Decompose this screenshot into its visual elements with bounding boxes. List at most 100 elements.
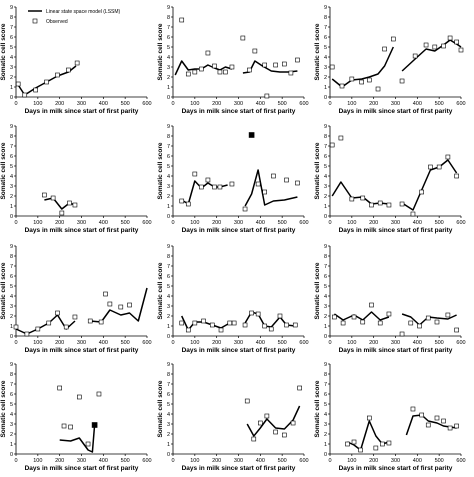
y-tick-label: 5 <box>167 402 170 408</box>
observed-point <box>242 322 248 328</box>
observed-point <box>72 314 78 320</box>
y-tick-label: 0 <box>167 334 170 340</box>
x-tick-label: 300 <box>77 220 86 226</box>
lssm-line <box>401 39 462 72</box>
observed-point <box>192 320 198 326</box>
x-tick-label: 600 <box>299 220 308 226</box>
y-tick-label: 1 <box>167 85 170 91</box>
x-tick-label: 600 <box>456 340 465 346</box>
x-tick-label: 300 <box>391 340 400 346</box>
observed-point <box>295 57 300 63</box>
x-tick-label: 200 <box>212 340 221 346</box>
observed-point <box>13 324 19 330</box>
observed-point <box>42 192 47 198</box>
observed-point <box>179 320 185 326</box>
y-tick-label: 7 <box>10 382 13 388</box>
observed-point <box>386 202 392 208</box>
x-tick-label: 200 <box>369 101 378 107</box>
observed-point <box>264 413 270 419</box>
observed-point <box>454 327 459 333</box>
x-tick-label: 100 <box>190 340 199 346</box>
observed-point <box>366 77 372 83</box>
x-tick-label: 600 <box>142 340 151 346</box>
y-tick-label: 4 <box>10 55 13 61</box>
y-axis-title: Somatic cell score <box>314 380 321 437</box>
observed-point <box>441 418 446 424</box>
observed-point <box>247 67 252 73</box>
y-tick-label: 9 <box>10 244 13 250</box>
x-tick-label: 400 <box>99 220 108 226</box>
y-tick-label: 3 <box>10 304 13 310</box>
y-tick-label: 2 <box>10 194 13 200</box>
y-tick-label: 1 <box>324 442 327 448</box>
observed-point <box>410 406 416 412</box>
observed-point <box>454 423 459 429</box>
lssm-line <box>405 414 457 436</box>
lssm-line <box>401 159 458 211</box>
observed-point <box>192 69 198 75</box>
legend-marker-swatch <box>32 18 38 24</box>
x-tick-label: 600 <box>456 220 465 226</box>
observed-point <box>369 302 374 308</box>
y-tick-label: 3 <box>167 422 170 428</box>
observed-point <box>264 93 270 99</box>
y-tick-label: 0 <box>324 334 327 340</box>
y-tick-label: 1 <box>10 204 13 210</box>
x-tick-label: 0 <box>171 101 174 107</box>
y-axis-title: Somatic cell score <box>0 380 7 437</box>
x-tick-label: 500 <box>121 340 130 346</box>
y-tick-label: 2 <box>10 314 13 320</box>
y-tick-label: 7 <box>167 144 170 150</box>
y-tick-label: 5 <box>324 45 327 51</box>
x-tick-label: 0 <box>171 340 174 346</box>
y-tick-label: 3 <box>324 304 327 310</box>
y-tick-label: 6 <box>167 274 170 280</box>
x-tick-label: 100 <box>33 458 42 464</box>
observed-point <box>436 164 442 170</box>
y-tick-label: 0 <box>10 95 13 101</box>
y-tick-label: 0 <box>167 452 170 458</box>
observed-point <box>428 164 433 170</box>
y-tick-label: 7 <box>167 25 170 31</box>
y-tick-label: 4 <box>167 55 170 61</box>
y-tick-label: 0 <box>10 334 13 340</box>
observed-point <box>268 326 274 332</box>
y-tick-label: 2 <box>167 432 170 438</box>
observed-point <box>210 322 215 328</box>
x-axis-title: Days in milk since start of first parity <box>339 465 453 472</box>
y-tick-label: 7 <box>324 382 327 388</box>
x-tick-label: 300 <box>77 458 86 464</box>
observed-point <box>59 210 65 216</box>
x-tick-label: 200 <box>369 458 378 464</box>
observed-point-filled <box>91 422 98 428</box>
x-tick-label: 400 <box>413 101 422 107</box>
observed-point <box>454 39 459 45</box>
y-tick-label: 3 <box>324 184 327 190</box>
y-tick-label: 8 <box>167 134 170 140</box>
y-tick-label: 6 <box>324 35 327 41</box>
x-tick-label: 300 <box>77 101 86 107</box>
x-tick-label: 100 <box>190 458 199 464</box>
y-tick-label: 9 <box>167 362 170 368</box>
observed-point <box>103 291 108 297</box>
observed-point <box>33 87 38 93</box>
observed-point <box>55 310 60 316</box>
observed-point <box>127 302 132 308</box>
y-tick-label: 7 <box>167 382 170 388</box>
observed-point <box>231 320 237 326</box>
y-tick-label: 2 <box>167 314 170 320</box>
observed-point <box>349 76 355 82</box>
x-tick-label: 0 <box>14 220 17 226</box>
x-tick-label: 600 <box>299 340 308 346</box>
x-tick-label: 400 <box>413 340 422 346</box>
x-tick-label: 600 <box>456 101 465 107</box>
x-axis-title: Days in milk since start of first parity <box>182 465 296 472</box>
y-tick-label: 1 <box>324 204 327 210</box>
observed-point <box>447 425 453 431</box>
y-tick-label: 9 <box>324 124 327 130</box>
observed-point <box>98 319 104 325</box>
x-tick-label: 200 <box>212 101 221 107</box>
observed-point <box>408 320 414 326</box>
